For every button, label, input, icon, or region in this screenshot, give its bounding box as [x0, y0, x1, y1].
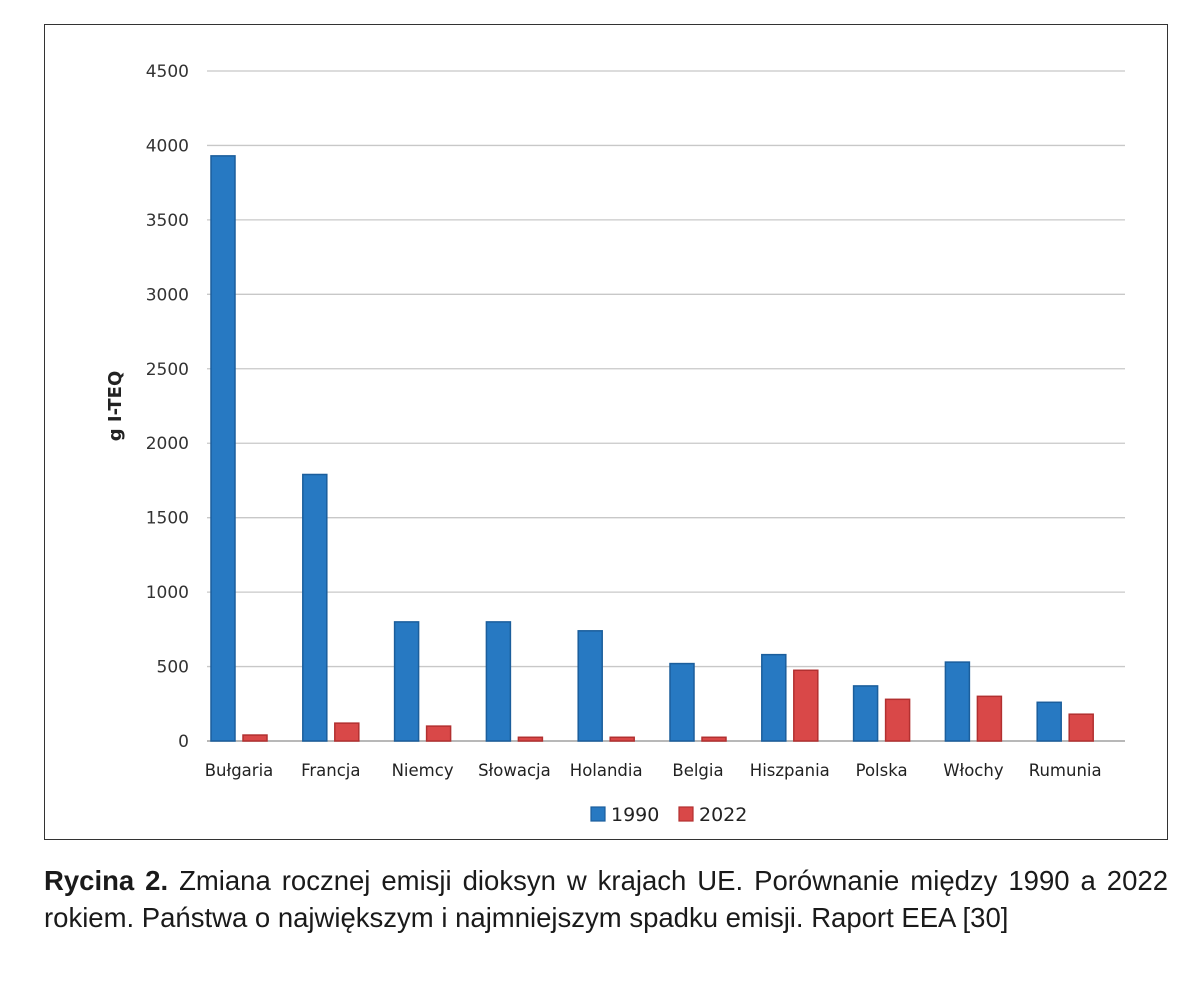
y-tick-label: 2500	[146, 360, 189, 380]
bar-1990-3	[485, 621, 512, 742]
bar-1990-6	[761, 653, 787, 742]
y-axis-label: g I-TEQ	[105, 371, 126, 442]
bar-2022-8	[976, 695, 1003, 742]
y-tick-label: 2000	[146, 434, 189, 454]
bar-chart: 0 500 1000 1500 2000 2500 3000 3500 4000 4500 g I-…	[105, 62, 1125, 826]
x-tick-label: Holandia	[570, 761, 643, 780]
y-tick-label: 3000	[146, 285, 189, 305]
chart-frame: 0 500 1000 1500 2000 2500 3000 3500 4000 4500 g I-…	[44, 24, 1168, 840]
legend-label-1990: 1990	[611, 804, 659, 826]
bar-2022-3	[517, 736, 544, 742]
y-tick-label: 1000	[146, 583, 189, 603]
y-tick-label: 1500	[146, 509, 189, 529]
bar-2022-5	[701, 736, 727, 742]
bar-1990-0	[210, 155, 236, 742]
bar-1990-2	[393, 621, 420, 742]
bar-1990-8	[944, 661, 971, 742]
bar-2022-7	[884, 698, 911, 742]
legend-label-2022: 2022	[699, 804, 747, 826]
caption-label: Rycina 2.	[44, 865, 169, 896]
caption-text: Zmiana rocznej emisji dioksyn w krajach …	[44, 865, 1168, 933]
bar-1990-4	[577, 630, 603, 742]
bar-2022-2	[425, 725, 452, 742]
x-tick-label: Słowacja	[478, 761, 551, 780]
legend-swatch-1990	[590, 806, 606, 822]
bar-2022-4	[609, 736, 635, 742]
y-tick-label: 500	[157, 658, 189, 678]
bar-2022-9	[1068, 713, 1094, 742]
y-tick-label: 0	[178, 732, 189, 752]
x-tick-label: Rumunia	[1029, 761, 1102, 780]
y-tick-label: 3500	[146, 211, 189, 231]
legend-swatch-2022	[678, 806, 694, 822]
x-tick-label: Polska	[856, 761, 908, 780]
bar-1990-9	[1036, 701, 1062, 742]
bar-1990-7	[852, 685, 879, 742]
bar-2022-1	[334, 722, 360, 742]
x-tick-label: Hiszpania	[750, 761, 830, 780]
y-tick-label: 4000	[146, 136, 189, 156]
x-tick-label: Włochy	[943, 761, 1004, 780]
x-tick-label: Francja	[301, 761, 360, 780]
x-tick-label: Niemcy	[392, 761, 454, 780]
y-tick-label: 4500	[146, 62, 189, 82]
bar-2022-6	[793, 669, 819, 742]
bar-1990-5	[669, 662, 695, 742]
x-tick-label: Belgia	[672, 761, 723, 780]
bar-1990-1	[302, 473, 328, 742]
bar-2022-0	[242, 734, 268, 742]
figure-caption: Rycina 2. Zmiana rocznej emisji dioksyn …	[44, 862, 1168, 936]
x-tick-label: Bułgaria	[205, 761, 274, 780]
